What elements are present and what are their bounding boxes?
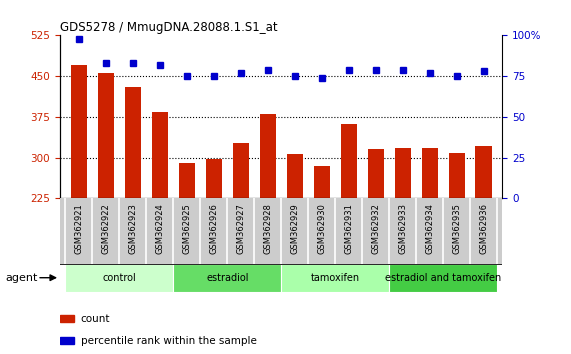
Text: control: control	[102, 273, 136, 283]
Text: percentile rank within the sample: percentile rank within the sample	[81, 336, 256, 346]
Text: GSM362923: GSM362923	[128, 204, 137, 255]
Text: GSM362936: GSM362936	[479, 204, 488, 255]
Text: GDS5278 / MmugDNA.28088.1.S1_at: GDS5278 / MmugDNA.28088.1.S1_at	[60, 21, 278, 34]
Text: estradiol: estradiol	[206, 273, 248, 283]
Bar	[448, 153, 465, 198]
Text: GSM362922: GSM362922	[101, 204, 110, 254]
Bar	[71, 65, 87, 198]
Bar	[368, 149, 384, 198]
Bar	[60, 337, 74, 343]
Text: GSM362921: GSM362921	[74, 204, 83, 254]
Bar	[421, 148, 438, 198]
Text: GSM362933: GSM362933	[398, 204, 407, 255]
Text: GSM362932: GSM362932	[371, 204, 380, 255]
Bar	[395, 148, 411, 198]
Bar	[98, 73, 114, 198]
Bar	[65, 264, 173, 292]
Bar	[124, 87, 141, 198]
Text: count: count	[81, 314, 110, 324]
Bar	[152, 113, 168, 198]
Bar	[287, 154, 303, 198]
Bar	[60, 315, 74, 322]
Bar	[232, 143, 249, 198]
Text: GSM362927: GSM362927	[236, 204, 245, 255]
Text: agent: agent	[6, 273, 38, 283]
Text: GSM362928: GSM362928	[263, 204, 272, 255]
Bar	[206, 159, 222, 198]
Bar	[179, 163, 195, 198]
Bar	[282, 264, 389, 292]
Bar	[340, 124, 357, 198]
Text: GSM362935: GSM362935	[452, 204, 461, 255]
Text: estradiol and tamoxifen: estradiol and tamoxifen	[385, 273, 501, 283]
Bar	[313, 166, 330, 198]
Text: GSM362926: GSM362926	[209, 204, 218, 255]
Text: GSM362929: GSM362929	[290, 204, 299, 254]
Bar	[260, 114, 276, 198]
Text: GSM362930: GSM362930	[317, 204, 326, 255]
Text: GSM362931: GSM362931	[344, 204, 353, 255]
Text: tamoxifen: tamoxifen	[311, 273, 360, 283]
Text: GSM362925: GSM362925	[182, 204, 191, 254]
Bar	[476, 145, 492, 198]
Text: GSM362924: GSM362924	[155, 204, 164, 254]
Text: GSM362934: GSM362934	[425, 204, 434, 255]
Bar	[389, 264, 497, 292]
Bar	[173, 264, 282, 292]
